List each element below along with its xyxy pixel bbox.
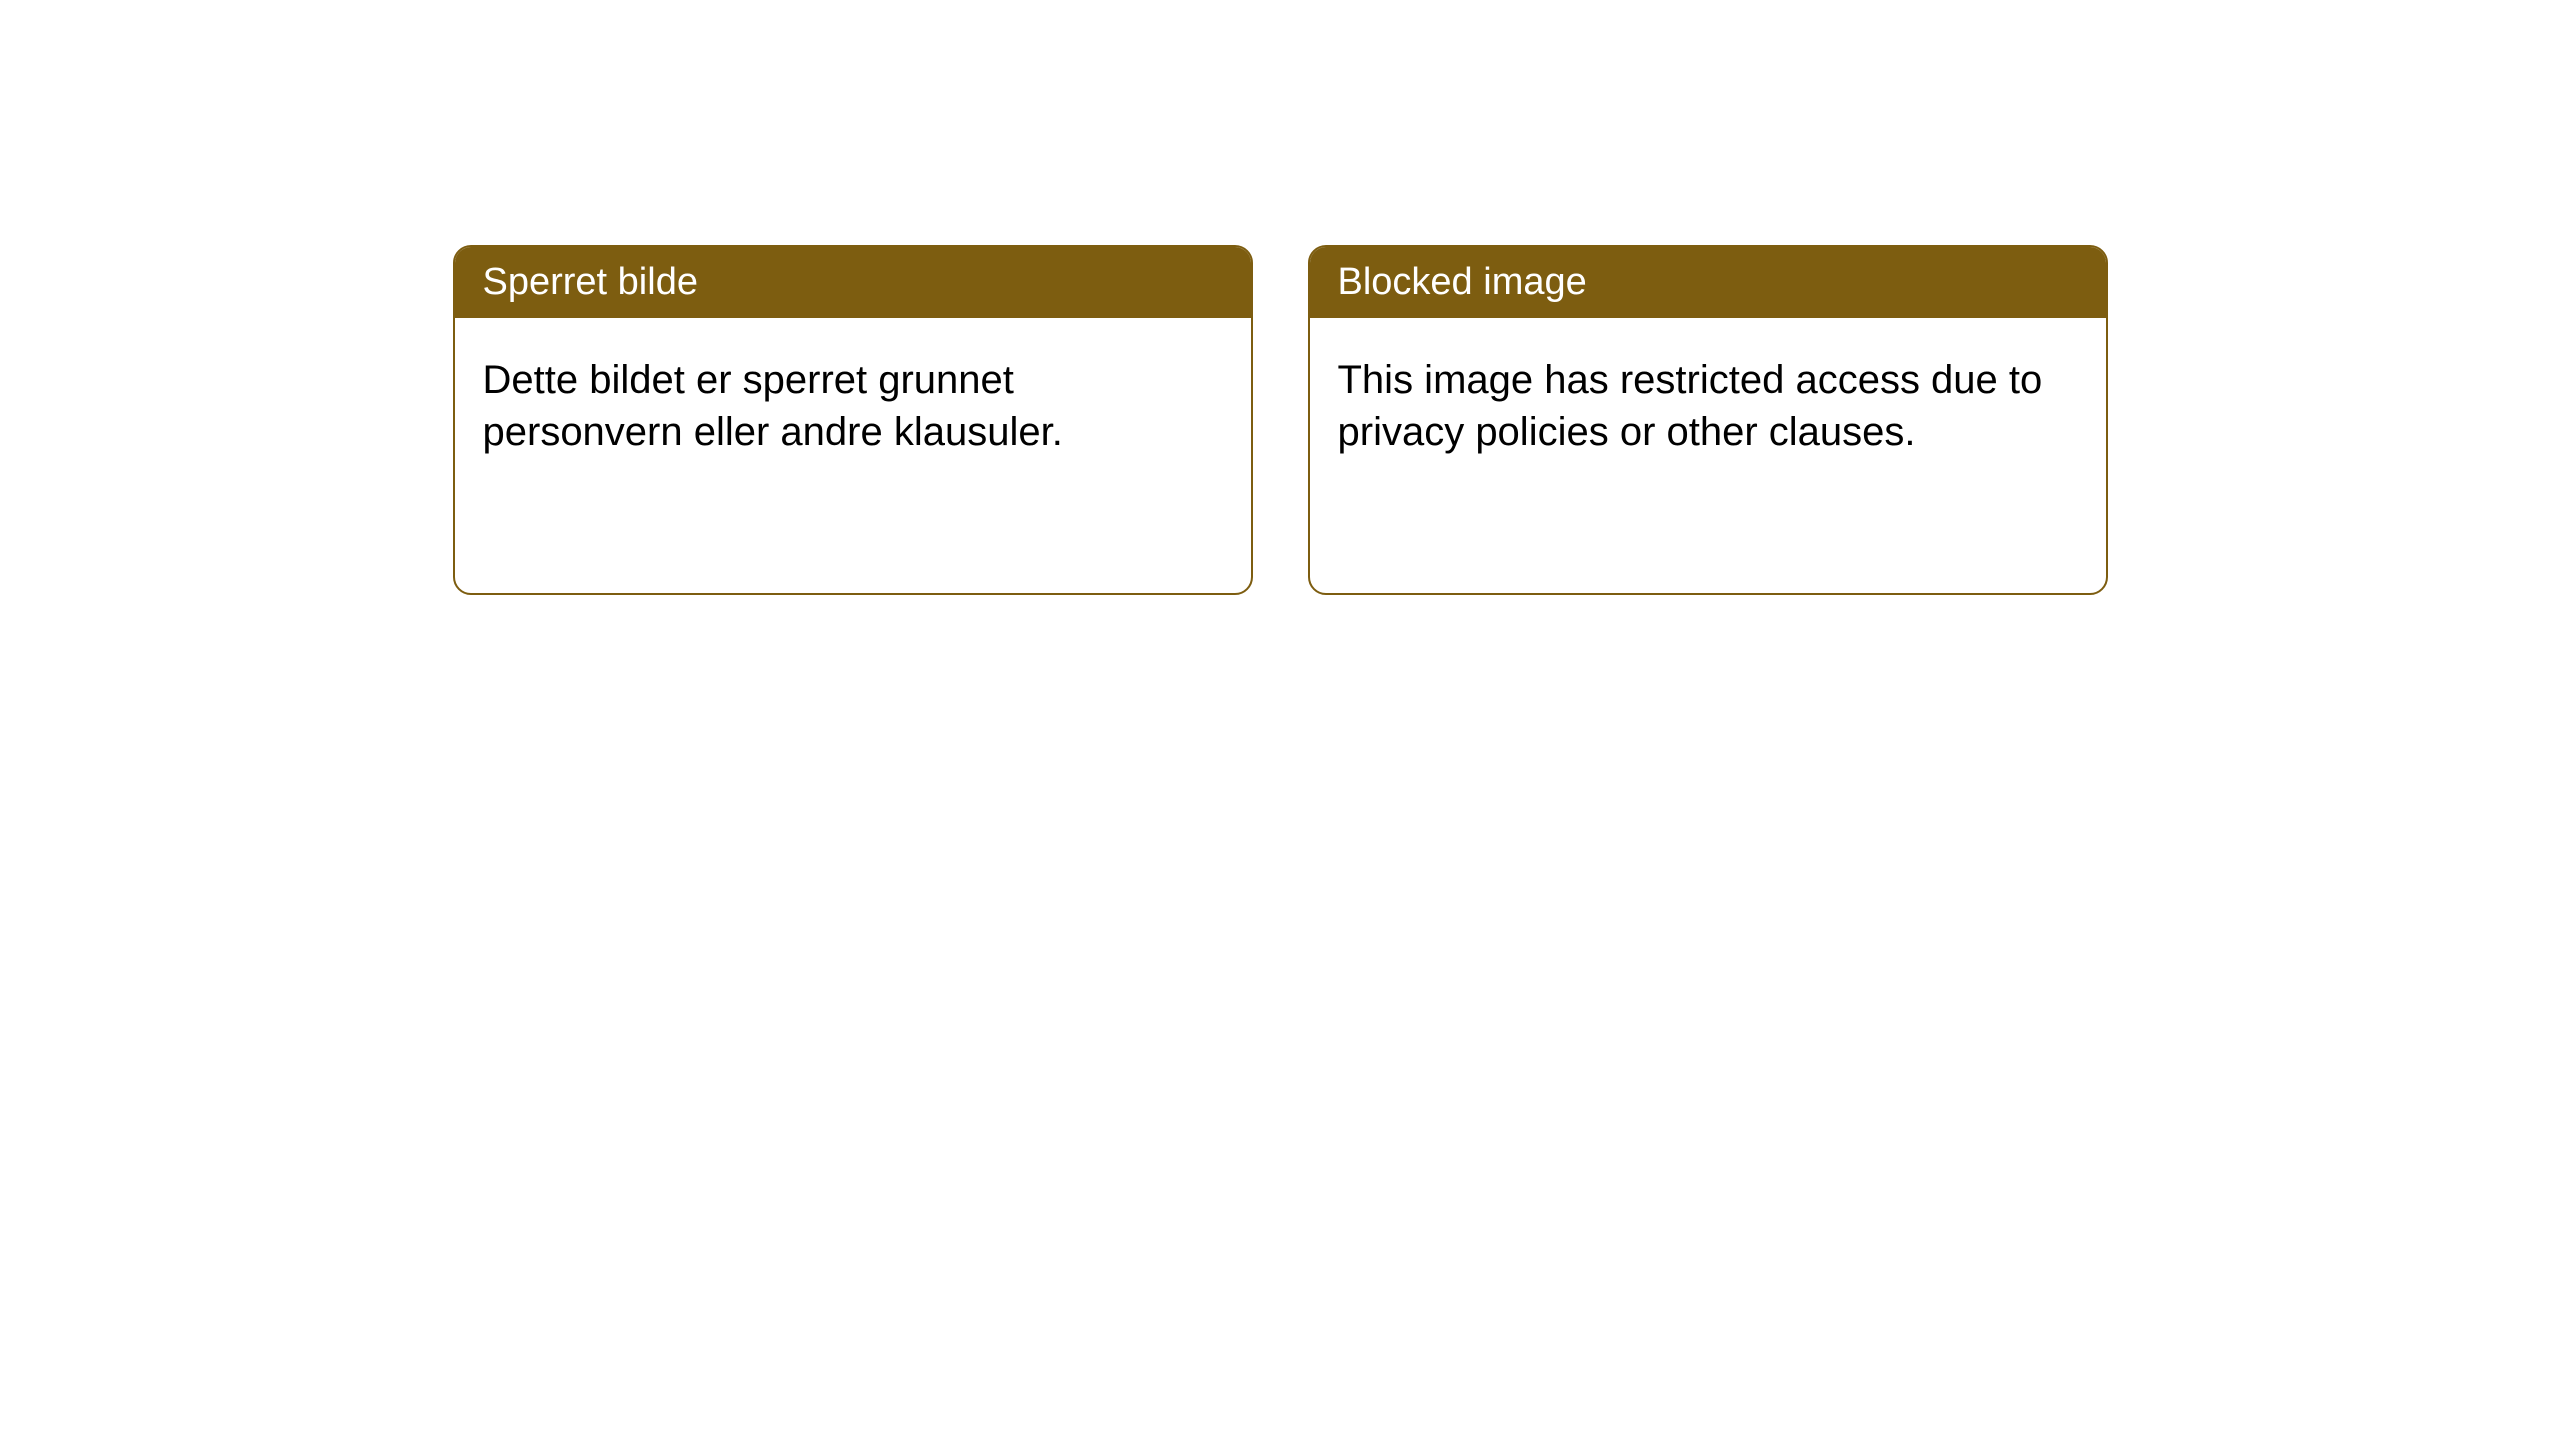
card-body-text: This image has restricted access due to … (1338, 358, 2043, 454)
cards-container: Sperret bilde Dette bildet er sperret gr… (453, 245, 2108, 595)
card-body-norwegian: Dette bildet er sperret grunnet personve… (455, 318, 1251, 593)
card-header-norwegian: Sperret bilde (455, 247, 1251, 318)
card-norwegian: Sperret bilde Dette bildet er sperret gr… (453, 245, 1253, 595)
card-header-english: Blocked image (1310, 247, 2106, 318)
card-body-english: This image has restricted access due to … (1310, 318, 2106, 593)
card-english: Blocked image This image has restricted … (1308, 245, 2108, 595)
card-body-text: Dette bildet er sperret grunnet personve… (483, 358, 1063, 454)
card-title: Blocked image (1338, 261, 1587, 303)
card-title: Sperret bilde (483, 261, 698, 303)
